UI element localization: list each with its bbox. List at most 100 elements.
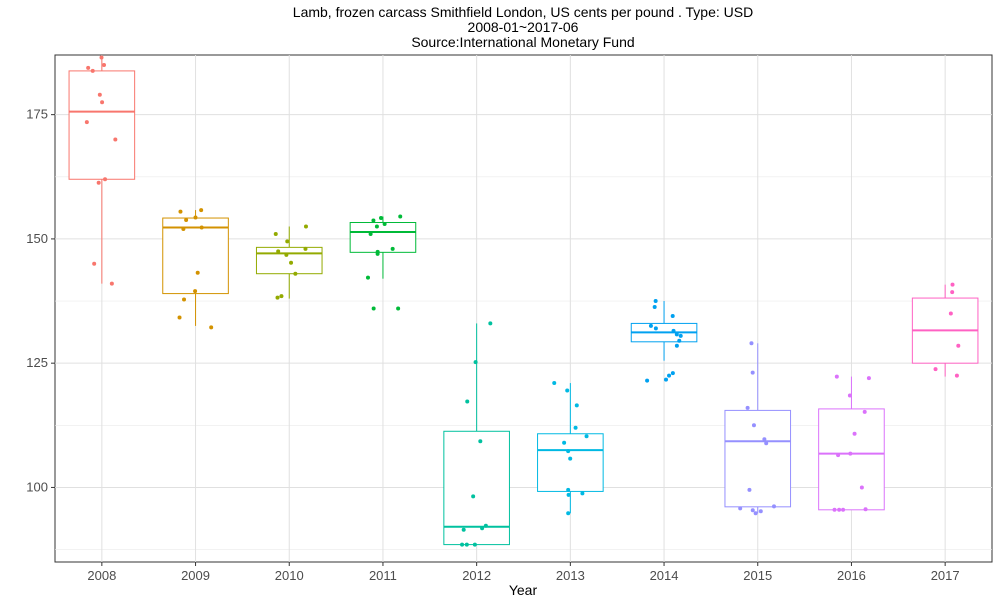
data-point: [758, 509, 763, 514]
data-point: [464, 542, 469, 547]
data-point: [862, 409, 867, 414]
data-point: [670, 371, 675, 376]
x-tick-label: 2010: [275, 568, 304, 583]
box-2012: [443, 323, 510, 546]
data-point: [747, 487, 752, 492]
data-point: [478, 439, 483, 444]
data-point: [275, 295, 280, 300]
data-point: [375, 251, 380, 256]
y-axis-ticks: 100 125 150 175: [26, 107, 55, 494]
data-point: [933, 367, 938, 372]
data-point: [480, 526, 485, 531]
data-point: [293, 271, 298, 276]
data-point: [837, 507, 842, 512]
data-point: [113, 137, 118, 142]
box-iqr: [537, 433, 604, 492]
data-point: [109, 281, 114, 286]
x-tick-label: 2016: [837, 568, 866, 583]
y-tick-label: 150: [26, 231, 48, 246]
data-point: [580, 491, 585, 496]
box-2008: [68, 57, 136, 284]
data-point: [184, 218, 189, 223]
data-point: [100, 100, 105, 105]
data-point: [645, 378, 650, 383]
data-point: [671, 328, 676, 333]
data-point: [398, 214, 403, 219]
data-point: [86, 65, 91, 70]
data-point: [674, 332, 679, 337]
data-point: [181, 226, 186, 231]
data-point: [847, 393, 852, 398]
data-point: [90, 68, 95, 73]
data-point: [193, 215, 198, 220]
data-point: [209, 325, 214, 330]
data-point: [461, 527, 466, 532]
box-2013: [537, 383, 604, 514]
data-point: [762, 437, 767, 442]
data-point: [562, 440, 567, 445]
data-point: [390, 246, 395, 251]
data-point: [102, 62, 107, 67]
data-point: [368, 231, 373, 236]
data-point: [471, 494, 476, 499]
x-tick-label: 2015: [743, 568, 772, 583]
data-point: [863, 507, 868, 512]
data-point: [483, 523, 488, 528]
data-point: [472, 542, 477, 547]
x-tick-label: 2012: [462, 568, 491, 583]
data-point: [396, 306, 401, 311]
data-point: [750, 370, 755, 375]
data-point: [652, 305, 657, 310]
chart-title-line-3: Source:International Monetary Fund: [411, 34, 634, 50]
y-tick-label: 100: [26, 479, 48, 494]
x-tick-label: 2013: [556, 568, 585, 583]
x-tick-label: 2014: [650, 568, 679, 583]
data-point: [365, 275, 370, 280]
y-tick-label: 175: [26, 107, 48, 122]
x-axis-title: Year: [509, 582, 538, 598]
data-point: [178, 209, 183, 214]
data-point: [667, 373, 672, 378]
data-point: [568, 456, 573, 461]
data-point: [379, 216, 384, 221]
data-point: [954, 373, 959, 378]
box-2009: [162, 210, 229, 326]
box-iqr: [68, 70, 136, 180]
data-point: [751, 423, 756, 428]
data-point: [745, 405, 750, 410]
box-2016: [818, 376, 885, 511]
data-point: [303, 246, 308, 251]
x-axis-ticks: 2008 2009 2010 2011 2012 2013 2014 2015 2016 2017: [87, 562, 960, 583]
box-2010: [255, 226, 323, 299]
box-2011: [349, 216, 417, 279]
box-iqr: [162, 217, 229, 295]
data-point: [834, 374, 839, 379]
data-point: [670, 313, 675, 318]
data-point: [574, 403, 579, 408]
data-point: [573, 425, 578, 430]
x-tick-label: 2009: [181, 568, 210, 583]
data-point: [460, 542, 465, 547]
data-point: [566, 487, 571, 492]
data-point: [488, 321, 493, 326]
data-point: [948, 311, 953, 316]
data-point: [303, 224, 308, 229]
data-point: [177, 315, 182, 320]
data-point: [738, 506, 743, 511]
data-point: [195, 270, 200, 275]
data-point: [279, 294, 284, 299]
box-iqr: [818, 408, 885, 511]
data-point: [848, 451, 853, 456]
data-point: [199, 208, 204, 213]
data-point: [473, 360, 478, 365]
data-point: [653, 299, 658, 304]
data-point: [677, 338, 682, 343]
data-point: [84, 120, 89, 125]
data-point: [284, 252, 289, 257]
data-point: [465, 399, 470, 404]
data-point: [764, 441, 769, 446]
data-point: [199, 225, 204, 230]
box-iqr: [255, 246, 323, 275]
data-point: [565, 388, 570, 393]
